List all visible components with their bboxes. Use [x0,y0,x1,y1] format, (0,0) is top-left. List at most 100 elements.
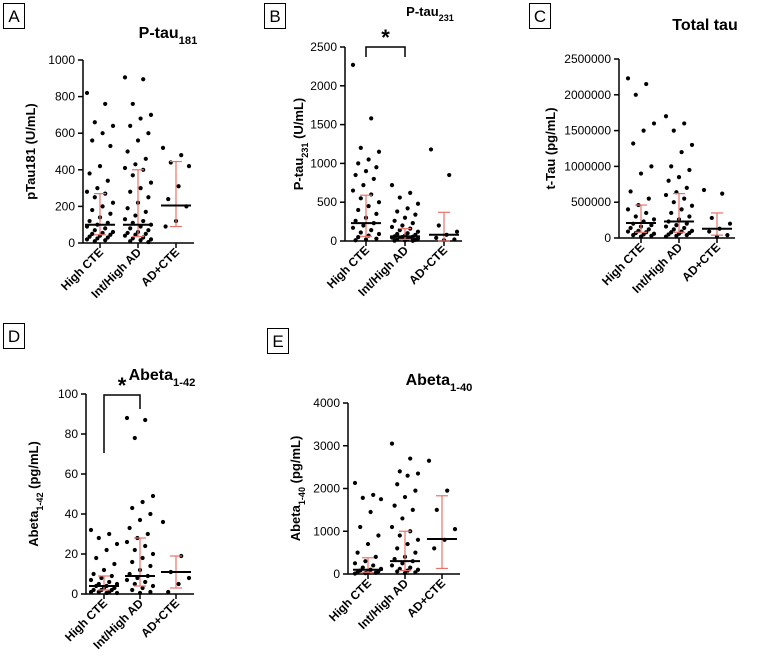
data-point [649,164,654,169]
data-point [638,234,644,239]
y-tick-label: 2000 [313,482,340,496]
chart-title: P-tau231 [406,4,454,23]
data-point [141,77,146,82]
data-point [428,147,434,152]
data-point [103,226,108,231]
data-point [160,519,166,525]
data-point [148,563,153,569]
data-point [405,473,410,478]
y-tick-label: 80 [65,427,79,441]
data-point [402,215,408,220]
data-point [727,221,733,226]
data-point [682,196,687,201]
data-point [138,186,143,191]
data-point [374,165,379,170]
data-point [674,223,679,228]
data-point [133,232,138,237]
panel-label-a: A [3,3,25,29]
data-point [376,149,382,154]
y-tick-label: 1500000 [564,124,611,138]
y-axis-label: Abeta1-42 (pg/mL) [26,441,45,547]
data-point [374,211,379,216]
data-point [400,561,405,566]
data-point [146,239,151,245]
data-point [436,223,441,228]
data-point [638,171,644,176]
data-point [143,209,148,214]
panel-label-b: B [264,3,286,29]
data-point [361,183,366,188]
data-point [649,233,654,238]
data-point [143,231,148,236]
data-point [395,482,400,487]
data-point [408,565,413,570]
data-point [374,236,379,241]
data-point [389,524,395,530]
data-point [376,231,382,237]
data-point [684,221,689,226]
data-point [358,524,363,530]
data-point [644,210,649,216]
data-point [90,138,95,143]
data-point [122,165,128,171]
data-point [641,128,646,133]
data-point [649,223,654,228]
data-point [350,62,356,67]
data-point [663,234,669,239]
data-point [110,200,116,205]
data-point [628,189,633,194]
data-point [663,192,669,198]
data-point [363,169,369,174]
data-point [413,488,418,493]
data-point [138,116,143,121]
data-point [352,571,358,576]
data-point [150,551,156,557]
data-point [366,203,371,209]
data-point [95,186,100,191]
data-point [682,225,687,231]
data-point [400,223,405,228]
data-point [452,527,458,532]
data-point [122,75,128,80]
data-point [389,563,395,568]
data-point [176,184,181,189]
data-point [148,589,153,595]
data-point [140,555,145,561]
data-point [361,223,366,228]
data-point [140,585,145,591]
y-axis-label: pTau181 (U/mL) [23,103,38,200]
data-point [676,175,682,180]
data-point [150,583,156,589]
data-point [141,218,146,224]
data-point [720,191,725,196]
y-tick-label: 400 [55,163,75,177]
y-tick-label: 100 [58,387,78,401]
y-tick-label: 4000 [313,396,340,410]
data-point [84,90,90,96]
data-point [395,569,400,574]
data-point [402,494,408,500]
data-point [176,581,181,587]
data-point [137,517,143,523]
data-point [395,546,400,551]
y-tick-label: 40 [65,507,79,521]
data-point [103,238,108,243]
data-point [88,577,94,583]
y-tick-label: 20 [65,547,79,561]
data-point [110,123,116,128]
data-point [148,237,154,242]
data-point [105,178,110,183]
data-point [87,171,92,176]
y-tick-label: 1500 [310,118,337,132]
data-point [140,499,145,505]
panel-e: Abeta1-40 0 1000 2000 3000 4000 Abeta1-40 (pg/… [288,372,472,632]
data-point [663,114,669,119]
data-point [410,221,415,226]
chart-title: Total tau [672,17,737,34]
data-point [376,533,381,538]
data-point [104,590,109,596]
data-point [625,76,631,81]
data-point [109,573,114,579]
